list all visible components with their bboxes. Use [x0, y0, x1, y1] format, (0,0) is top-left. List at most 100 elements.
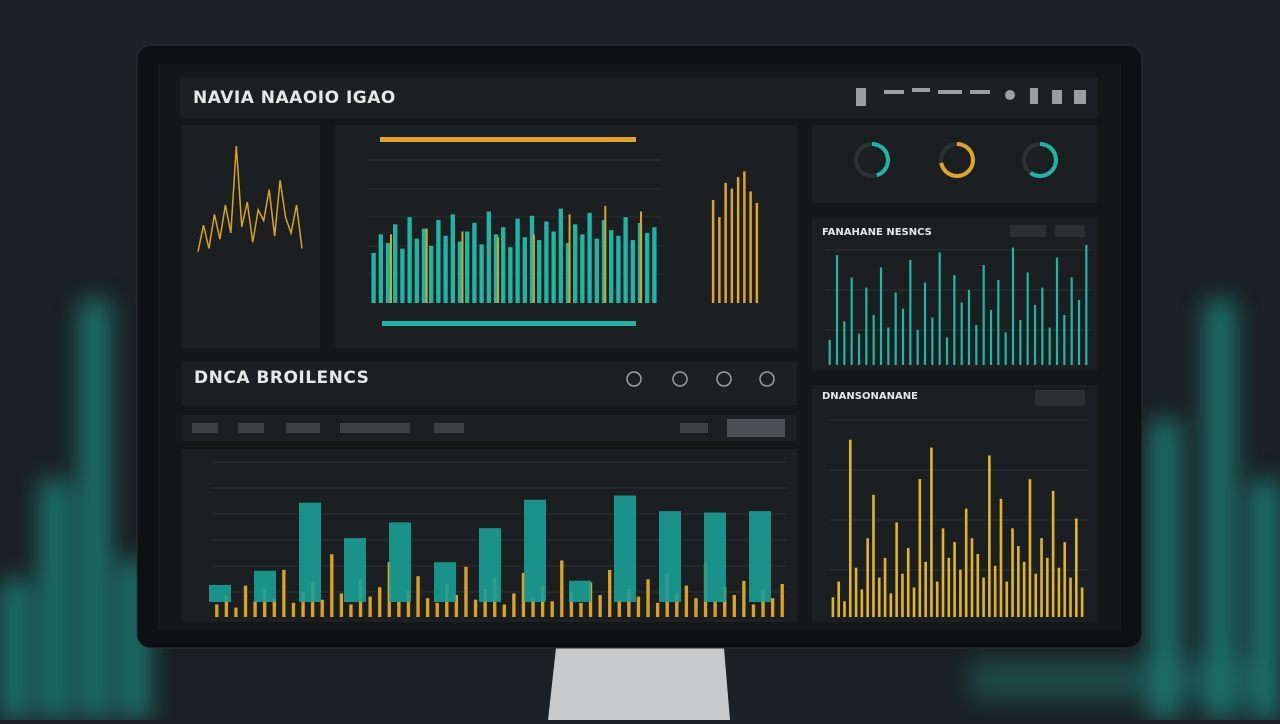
- density-bar: [854, 567, 858, 617]
- distribution-fine-bar: [713, 601, 717, 617]
- distribution-fine-bar: [301, 591, 305, 617]
- density-bar: [1075, 518, 1078, 617]
- distribution-bar: [299, 502, 321, 602]
- density-bar: [906, 548, 910, 617]
- distribution-bar: [344, 538, 366, 602]
- density-bar: [883, 557, 887, 617]
- density-bar: [1034, 573, 1038, 617]
- density-bar: [1011, 528, 1014, 617]
- signal-bar: [982, 265, 985, 365]
- distribution-bar: [479, 528, 501, 602]
- top-bar: [180, 78, 1097, 118]
- distribution-bar: [434, 562, 456, 602]
- activity-bar: [630, 240, 635, 303]
- activity-bar: [414, 238, 419, 303]
- signal-bar: [828, 340, 831, 365]
- activity-bar: [580, 234, 585, 303]
- distribution-fine-bar: [627, 588, 631, 617]
- activity-bar: [537, 240, 542, 303]
- activity-bar: [573, 224, 578, 303]
- activity-bar: [486, 211, 491, 303]
- distribution-fine-bar: [272, 598, 276, 617]
- button[interactable]: [1055, 225, 1085, 237]
- section-bar: [182, 362, 797, 405]
- volume-bar: [743, 171, 746, 303]
- activity-bar: [594, 238, 599, 303]
- signal-bar: [1019, 320, 1022, 365]
- distribution-fine-bar: [215, 604, 219, 617]
- distribution-fine-bar: [742, 580, 746, 617]
- volume-bar: [724, 182, 727, 303]
- volume-bar: [730, 188, 734, 303]
- signal-bar: [1063, 315, 1066, 365]
- distribution-fine-bar: [464, 566, 468, 617]
- density-bar: [848, 439, 852, 617]
- activity-bar: [601, 220, 607, 303]
- signal-bar: [865, 287, 868, 365]
- density-bar: [1046, 557, 1049, 617]
- button[interactable]: [1010, 225, 1046, 237]
- signal-bar: [1048, 327, 1051, 365]
- signal-bar: [1033, 305, 1037, 365]
- signal-bar: [1077, 300, 1081, 365]
- activity-bar: [450, 214, 455, 303]
- distribution-bar: [614, 495, 636, 602]
- density-bar: [1028, 479, 1032, 617]
- density-bar: [1069, 577, 1072, 617]
- distribution-fine-bar: [550, 601, 554, 617]
- volume-bar: [718, 217, 721, 303]
- distribution-fine-bar: [531, 598, 535, 617]
- activity-spike: [497, 237, 500, 303]
- signal-bar: [1011, 247, 1015, 365]
- distribution-fine-bar: [723, 587, 727, 617]
- density-bar: [1022, 561, 1026, 617]
- gauge-arc: [939, 142, 975, 178]
- activity-bar: [472, 222, 477, 303]
- distribution-fine-bar: [761, 590, 765, 617]
- distribution-fine-bar: [473, 599, 478, 617]
- density-bar: [982, 577, 985, 617]
- density-bar: [964, 508, 968, 617]
- signal-bar: [857, 333, 861, 365]
- distribution-fine-bar: [406, 590, 411, 617]
- density-bar: [947, 557, 951, 617]
- density-bar: [930, 447, 933, 617]
- density-bar: [970, 538, 974, 617]
- section-title: DNCA BROILENCS: [194, 368, 369, 388]
- background-bars: [0, 300, 1280, 720]
- density-bar: [999, 498, 1003, 617]
- density-bar: [895, 522, 898, 617]
- distribution-fine-bar: [636, 596, 641, 617]
- distribution-fine-bar: [243, 585, 248, 617]
- density-bar: [959, 569, 962, 617]
- signal-bar: [923, 282, 927, 365]
- tabs[interactable]: [192, 419, 785, 437]
- volume-bar: [755, 202, 759, 303]
- density-bar: [918, 479, 922, 617]
- density-bar: [1063, 542, 1067, 617]
- activity-bar: [565, 242, 571, 303]
- section-icons: [626, 371, 775, 387]
- activity-bar: [493, 234, 499, 303]
- button[interactable]: [1035, 390, 1085, 406]
- density-bar: [941, 528, 945, 617]
- distribution-fine-bar: [502, 604, 506, 617]
- activity-panel: [335, 125, 797, 348]
- activity-bar: [529, 215, 535, 303]
- signal-bar: [989, 310, 993, 365]
- distribution-fine-bar: [560, 560, 564, 617]
- distribution-fine-bar: [569, 591, 574, 617]
- activity-bar: [479, 244, 484, 303]
- distribution-fine-bar: [330, 554, 334, 617]
- activity-bar: [429, 245, 434, 303]
- signal-bar: [960, 302, 963, 365]
- activity-bar: [616, 235, 621, 303]
- gauge-panel: [812, 125, 1097, 203]
- signal-bar: [909, 260, 912, 365]
- distribution-bar: [704, 512, 726, 602]
- signal-bar: [835, 255, 839, 365]
- density-bar: [976, 553, 980, 617]
- density-bar: [843, 601, 846, 617]
- distribution-fine-bar: [579, 602, 583, 617]
